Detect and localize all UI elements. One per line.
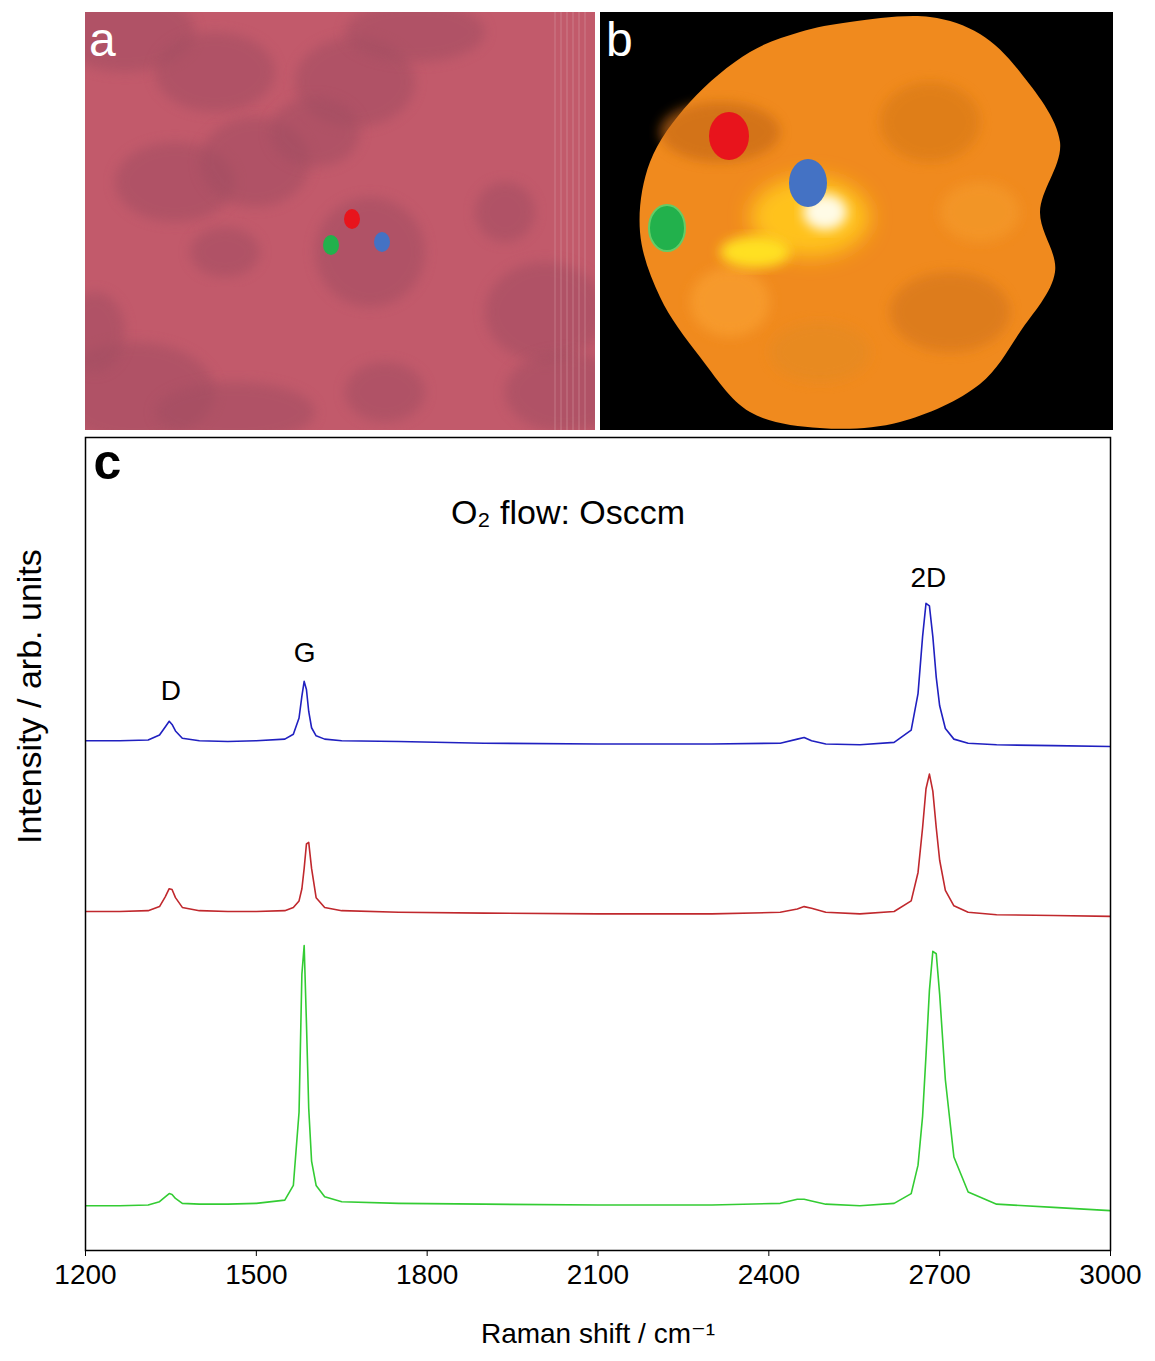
svg-text:2700: 2700	[909, 1259, 971, 1290]
svg-text:1800: 1800	[396, 1259, 458, 1290]
svg-text:3000: 3000	[1079, 1259, 1141, 1290]
svg-text:b: b	[606, 13, 633, 66]
svg-text:2100: 2100	[567, 1259, 629, 1290]
svg-text:1500: 1500	[225, 1259, 287, 1290]
svg-text:2400: 2400	[738, 1259, 800, 1290]
svg-text:D: D	[161, 675, 181, 706]
svg-text:Intensity / arb. units: Intensity / arb. units	[10, 549, 48, 844]
svg-text:2D: 2D	[910, 562, 946, 593]
svg-text:Raman shift / cm⁻¹: Raman shift / cm⁻¹	[481, 1318, 715, 1349]
svg-text:c: c	[94, 435, 122, 490]
svg-text:G: G	[294, 637, 316, 668]
svg-text:O₂ flow: Osccm: O₂ flow: Osccm	[451, 493, 685, 531]
svg-text:a: a	[89, 13, 116, 66]
svg-text:1200: 1200	[54, 1259, 116, 1290]
